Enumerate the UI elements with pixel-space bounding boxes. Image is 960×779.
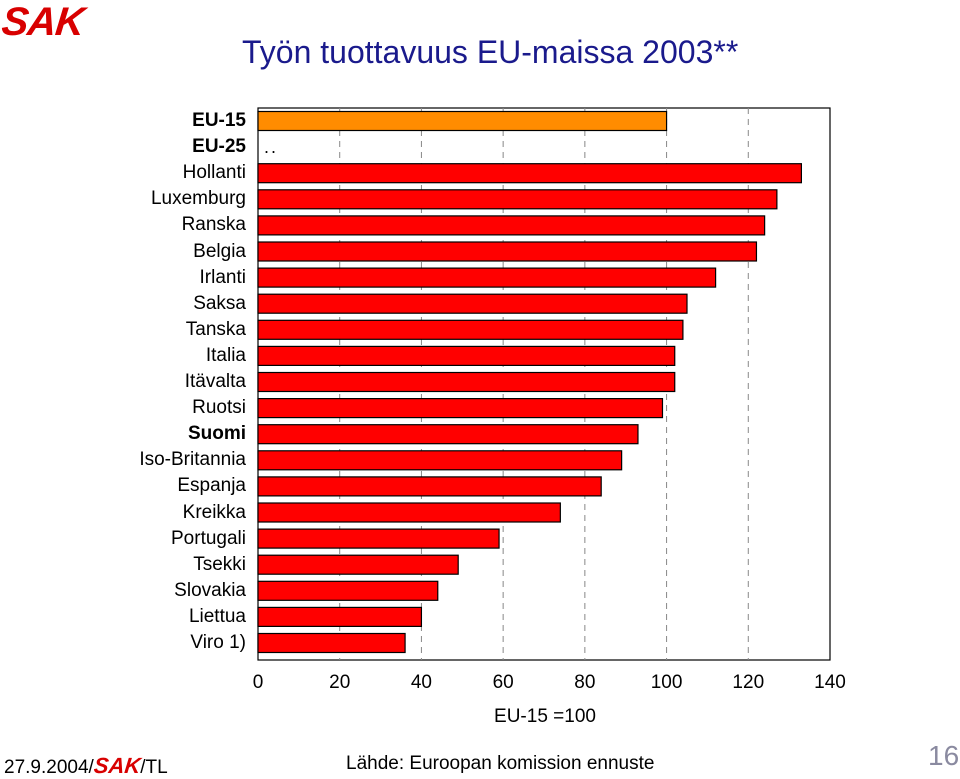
category-label: EU-25 bbox=[192, 136, 246, 158]
bar-slovakia bbox=[257, 580, 439, 601]
bar-iso-britannia bbox=[257, 450, 623, 471]
x-tick-label: 140 bbox=[814, 672, 846, 693]
chart-title: Työn tuottavuus EU-maissa 2003** bbox=[242, 34, 739, 70]
bar-kreikka bbox=[257, 502, 561, 523]
bar-suomi bbox=[257, 424, 639, 445]
category-label: Saksa bbox=[193, 292, 246, 314]
x-tick-label: 20 bbox=[329, 672, 351, 693]
x-tick-label: 0 bbox=[252, 672, 264, 693]
footer-date: 27.9.2004/SAK/TL bbox=[4, 753, 168, 779]
bar-ranska bbox=[257, 215, 766, 236]
category-label: Belgia bbox=[193, 240, 246, 262]
x-tick-label: 40 bbox=[410, 672, 432, 693]
category-label: Irlanti bbox=[199, 266, 246, 288]
footer-date-text: 27.9.2004/ bbox=[4, 757, 94, 778]
category-label: EU-15 bbox=[192, 110, 246, 131]
category-label: Iso-Britannia bbox=[139, 449, 246, 471]
category-label: Itävalta bbox=[184, 371, 246, 392]
bar-irlanti bbox=[257, 267, 717, 288]
bar-belgia bbox=[257, 241, 758, 262]
category-label: Italia bbox=[205, 344, 246, 366]
bar-portugali bbox=[257, 528, 500, 549]
category-label: Viro 1) bbox=[190, 632, 246, 653]
bar-luxemburg bbox=[257, 189, 778, 210]
category-label: Kreikka bbox=[182, 501, 246, 523]
bar-liettua bbox=[257, 606, 423, 628]
x-axis-label: EU-15 =100 bbox=[494, 706, 596, 727]
eu25-na-marker: .. bbox=[264, 137, 279, 157]
category-label: Espanja bbox=[177, 475, 246, 497]
bar-eu-15 bbox=[257, 110, 668, 132]
x-tick-label: 100 bbox=[650, 672, 683, 693]
category-label: Ruotsi bbox=[192, 397, 246, 419]
x-tick-label: 80 bbox=[574, 672, 596, 693]
page-number: 16 bbox=[928, 740, 960, 771]
bar-saksa bbox=[257, 293, 688, 314]
category-label: Hollanti bbox=[182, 162, 246, 184]
x-tick-label: 120 bbox=[732, 672, 765, 693]
bar-tanska bbox=[257, 319, 684, 340]
category-label: Tanska bbox=[185, 318, 246, 340]
bar-ruotsi bbox=[257, 398, 664, 419]
bar-viro-1- bbox=[257, 632, 406, 654]
bar-hollanti bbox=[257, 163, 803, 184]
category-label: Liettua bbox=[188, 605, 246, 627]
source-note: Lähde: Euroopan komission ennuste bbox=[346, 753, 655, 774]
footer-suffix: /TL bbox=[140, 757, 168, 778]
category-label: Suomi bbox=[187, 423, 246, 445]
bar-itävalta bbox=[257, 371, 676, 393]
bar-espanja bbox=[257, 476, 602, 497]
footer-sak-logo: SAK bbox=[92, 753, 142, 778]
category-label: Luxemburg bbox=[150, 188, 246, 210]
bar-italia bbox=[257, 345, 676, 366]
x-tick-label: 60 bbox=[492, 672, 514, 693]
category-label: Ranska bbox=[181, 214, 246, 236]
category-label: Slovakia bbox=[174, 579, 246, 601]
bar-tsekki bbox=[257, 554, 459, 575]
category-label: Portugali bbox=[171, 527, 246, 549]
category-label: Tsekki bbox=[193, 553, 246, 575]
